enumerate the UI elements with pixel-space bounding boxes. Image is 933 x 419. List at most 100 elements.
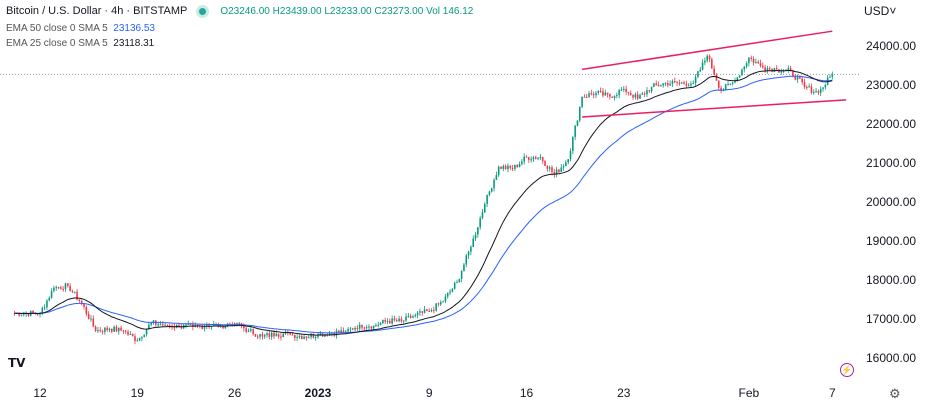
currency-dropdown[interactable]: USD˅ [864, 4, 896, 18]
candle-body [111, 328, 113, 332]
candle-body [303, 336, 305, 339]
candle-body [437, 303, 440, 305]
trendline-lower [582, 99, 847, 118]
candle-body [474, 234, 477, 239]
candle-body [409, 315, 412, 318]
candle-body [470, 246, 472, 252]
candle-body [569, 151, 572, 160]
candle-body [715, 74, 718, 81]
candle-body [94, 326, 97, 331]
candle-body [824, 84, 827, 88]
candle-body [80, 300, 83, 304]
candle-body [792, 71, 794, 77]
candle-body [629, 93, 632, 95]
candle-body [307, 337, 310, 339]
candle-body [48, 297, 51, 301]
candle-body [73, 291, 76, 293]
candle-body [632, 94, 634, 98]
candle-body [400, 318, 403, 322]
candle-body [150, 322, 152, 325]
candle-body [113, 326, 115, 332]
gear-icon[interactable]: ⚙ [889, 386, 901, 401]
candle-body [592, 94, 595, 96]
ema25-label: EMA 25 close 0 SMA 5 [6, 38, 108, 49]
candle-body [660, 85, 662, 87]
candle-body [36, 313, 39, 315]
candle-body [124, 330, 127, 332]
price-axis-label: 16000.00 [866, 351, 916, 365]
candle-body [551, 167, 553, 173]
candle-body [342, 330, 345, 333]
candle-body [738, 75, 741, 78]
time-axis-label: 16 [520, 386, 534, 400]
ema-line-50 [14, 75, 833, 334]
candle-body [574, 125, 576, 137]
candle-body [319, 333, 322, 335]
candle-body [764, 67, 766, 71]
candle-body [87, 313, 90, 320]
candle-body [687, 85, 690, 87]
candle-body [268, 333, 271, 337]
price-axis-label: 24000.00 [866, 39, 916, 53]
candle-body [298, 335, 301, 337]
candle-body [439, 302, 442, 305]
candle-body [270, 332, 273, 337]
candle-body [27, 313, 30, 316]
candle-body [641, 93, 644, 95]
candle-body [212, 324, 215, 327]
candle-body [375, 325, 377, 327]
candle-body [64, 283, 67, 290]
candle-body [546, 165, 549, 169]
candle-body [333, 332, 336, 336]
candle-body [616, 95, 618, 97]
candle-body [509, 165, 512, 168]
candle-body [500, 166, 502, 169]
market-status-icon [199, 7, 207, 15]
ema50-legend[interactable]: EMA 50 close 0 SMA 5 23136.53 [6, 23, 155, 34]
candle-body [486, 194, 488, 204]
candle-body [18, 312, 20, 316]
lightning-icon[interactable]: ⚡ [840, 363, 854, 377]
candle-body [576, 120, 579, 126]
candle-body [250, 329, 252, 331]
candle-body [472, 238, 475, 247]
candle-body [129, 333, 132, 335]
candle-body [365, 327, 368, 329]
candle-body [398, 318, 400, 322]
candle-body [680, 82, 683, 84]
candle-body [453, 282, 456, 289]
candle-body [282, 333, 285, 338]
candle-body [565, 162, 567, 167]
candle-body [734, 81, 736, 83]
candle-body [69, 285, 71, 292]
candle-body [511, 167, 514, 169]
candle-body [627, 91, 630, 94]
candle-body [741, 69, 743, 76]
candle-body [720, 87, 722, 91]
candle-body [639, 94, 641, 99]
candle-body [444, 296, 447, 302]
candle-body [803, 82, 806, 87]
symbol-title[interactable]: Bitcoin / U.S. Dollar · 4h · BITSTAMP [6, 5, 188, 17]
candle-body [493, 179, 495, 189]
tradingview-logo[interactable]: 𝗧𝗩 [8, 356, 26, 370]
candle-body [296, 336, 298, 339]
candle-body [692, 83, 695, 85]
candle-body [815, 91, 817, 93]
candle-body [426, 309, 428, 312]
candle-body [465, 255, 468, 265]
candle-body [254, 334, 257, 337]
candle-body [597, 91, 600, 93]
candle-body [238, 323, 241, 325]
candle-body [467, 251, 470, 256]
ema25-legend[interactable]: EMA 25 close 0 SMA 5 23118.31 [6, 38, 154, 49]
price-axis-label: 22000.00 [866, 117, 916, 131]
candle-body [201, 325, 203, 329]
candle-body [643, 93, 646, 95]
candle-body [393, 318, 396, 321]
candle-body [430, 309, 433, 312]
symbol-legend: Bitcoin / U.S. Dollar · 4h · BITSTAMP O23… [6, 5, 473, 17]
candle-body [646, 90, 648, 95]
